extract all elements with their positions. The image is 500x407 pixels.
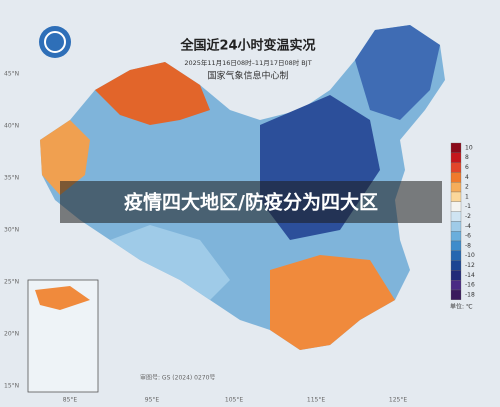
- map-warm-region: [270, 255, 395, 350]
- legend-swatch: [450, 240, 462, 251]
- legend-label: 6: [465, 164, 469, 171]
- legend-label: -10: [465, 252, 475, 259]
- map-subtitle: 2025年11月16日08时–11月17日08时 BJT: [184, 58, 311, 67]
- latitude-label: 45°N: [4, 71, 19, 78]
- legend-swatch: [450, 260, 462, 271]
- legend-label: 10: [465, 144, 473, 151]
- legend-label: -6: [465, 233, 471, 240]
- legend-swatch: [450, 182, 462, 193]
- legend-swatch: [450, 270, 462, 281]
- longitude-label: 95°E: [145, 397, 160, 404]
- legend-swatch: [450, 142, 462, 153]
- legend-label: -1: [465, 203, 471, 210]
- map-warm-region: [40, 120, 90, 195]
- map-approval: 审图号: GS (2024) 0270号: [140, 374, 215, 382]
- legend-swatch: [450, 211, 462, 222]
- legend: 10 8 6 4 2 1 -1 -2 -4 -6 -8 -10 -12 -14 -16 -18 单位: ℃: [450, 142, 475, 310]
- legend-label: -8: [465, 242, 471, 249]
- legend-label: -12: [465, 262, 475, 269]
- latitude-label: 40°N: [4, 123, 19, 130]
- banner-background: [60, 181, 442, 223]
- latitude-label: 20°N: [4, 331, 19, 338]
- legend-swatch: [450, 250, 462, 261]
- map-warm-region: [95, 62, 210, 125]
- legend-swatch: [450, 280, 462, 291]
- legend-swatch: [450, 231, 462, 242]
- legend-label: 4: [465, 174, 469, 181]
- legend-swatch: [450, 201, 462, 212]
- logo-ring: [44, 31, 66, 53]
- legend-swatch: [450, 162, 462, 173]
- latitude-label: 25°N: [4, 279, 19, 286]
- legend-label: -4: [465, 223, 471, 230]
- logo: [39, 26, 71, 58]
- legend-swatch: [450, 172, 462, 183]
- map-title: 全国近24小时变温实况: [179, 38, 315, 54]
- longitude-labels: 85°E 95°E 105°E 115°E 125°E: [63, 397, 408, 404]
- legend-unit: 单位: ℃: [450, 302, 473, 310]
- latitude-label: 35°N: [4, 175, 19, 182]
- legend-label: 8: [465, 154, 469, 161]
- map-cold-region: [355, 25, 440, 120]
- latitude-label: 30°N: [4, 227, 19, 234]
- legend-swatch: [450, 152, 462, 163]
- map-producer: 国家气象信息中心制: [207, 70, 288, 82]
- longitude-label: 105°E: [225, 397, 243, 404]
- legend-swatch: [450, 191, 462, 202]
- latitude-label: 15°N: [4, 383, 19, 390]
- banner-text: 疫情四大地区/防疫分为四大区: [124, 191, 378, 214]
- latitude-labels: 45°N 40°N 35°N 30°N 25°N 20°N 15°N: [4, 71, 19, 390]
- longitude-label: 115°E: [307, 397, 325, 404]
- longitude-label: 85°E: [63, 397, 78, 404]
- legend-label: -2: [465, 213, 471, 220]
- legend-label: -18: [465, 291, 475, 298]
- legend-swatch: [450, 289, 462, 300]
- legend-label: -16: [465, 282, 475, 289]
- map-cool-region: [110, 225, 230, 300]
- legend-label: 2: [465, 184, 469, 191]
- inset-land: [35, 286, 90, 310]
- legend-label: 1: [465, 193, 469, 200]
- longitude-label: 125°E: [389, 397, 407, 404]
- legend-swatch: [450, 221, 462, 232]
- legend-label: -14: [465, 272, 475, 279]
